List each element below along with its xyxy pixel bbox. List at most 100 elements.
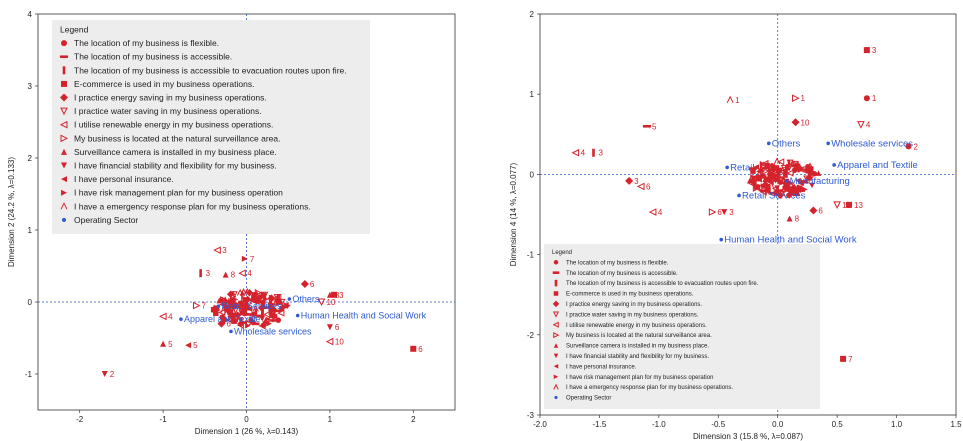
cluster-point — [252, 304, 259, 312]
cluster-point — [227, 310, 234, 316]
legend-symbol — [61, 148, 67, 155]
cluster-point — [224, 300, 233, 304]
cluster-point — [751, 179, 757, 185]
cluster-point — [231, 318, 237, 324]
category-point — [326, 324, 333, 331]
legend-symbol — [553, 332, 560, 339]
cluster-point — [780, 176, 786, 182]
legend-item-label: Operating Sector — [566, 396, 611, 402]
cluster-point — [785, 170, 788, 178]
legend-symbol — [552, 311, 560, 318]
x-tick-label: 0 — [244, 415, 249, 424]
cluster-point — [257, 304, 266, 312]
y-tick-label: 2 — [530, 10, 535, 19]
cluster-point — [218, 308, 226, 316]
cluster-point — [211, 304, 218, 312]
cluster-point — [213, 310, 219, 317]
y-tick-label: 1 — [28, 226, 33, 235]
cluster-point — [777, 171, 780, 180]
legend-item-label: The location of my business is flexible. — [74, 38, 219, 48]
cluster-point — [236, 321, 244, 329]
category-point — [238, 269, 246, 278]
sector-label: Human Health and Social Work — [724, 235, 857, 246]
legend-item-label: I practice energy saving in my business … — [566, 302, 702, 308]
sector-label: Apparel and Textile — [184, 314, 260, 324]
sector-point — [179, 317, 183, 321]
cluster-point — [750, 168, 756, 174]
cluster-point — [803, 175, 811, 183]
cluster-point — [783, 168, 786, 177]
legend-item-label: I practice energy saving in my business … — [74, 93, 267, 103]
legend-symbol — [61, 162, 67, 169]
legend-item-label: E-commerce is used in my business operat… — [566, 292, 694, 298]
category-point — [241, 255, 248, 262]
point-label: 3 — [598, 149, 603, 158]
legend-item-label: The location of my business is accessibl… — [566, 271, 678, 277]
cluster-point — [220, 296, 228, 304]
cluster-point — [802, 186, 808, 193]
cluster-point — [795, 177, 801, 184]
legend-item-label: Operating Sector — [74, 215, 138, 225]
cluster-point — [262, 317, 269, 323]
category-point — [192, 301, 201, 310]
category-point — [571, 148, 580, 157]
cluster-point — [266, 320, 272, 327]
cluster-point — [279, 305, 285, 311]
cluster-point — [770, 167, 778, 175]
legend-item-label: I have risk management plan for my busin… — [566, 375, 713, 381]
cluster-point — [231, 306, 240, 314]
category-point — [863, 47, 870, 54]
cluster-point — [278, 298, 286, 307]
cluster-point — [762, 182, 768, 188]
sector-point — [719, 237, 724, 242]
cluster-point — [773, 179, 782, 182]
category-point — [185, 342, 192, 349]
legend-item-label: I have a emergency response plan for my … — [566, 385, 733, 391]
cluster-point — [777, 179, 784, 185]
cluster-point — [230, 291, 238, 299]
category-point — [625, 176, 634, 185]
chart-right: -2.0 -1.5 -1.0 -0.5 0.0 0.5 1.0 1.5 -3 -2 -1 0 1 2 Dim… — [482, 0, 963, 441]
cluster-point — [232, 296, 239, 303]
category-point — [325, 337, 334, 346]
category-point — [786, 215, 793, 222]
cluster-point — [250, 319, 256, 326]
cluster-point — [274, 299, 280, 305]
point-cluster — [210, 287, 291, 330]
legend-item-label: The location of my business is flexible. — [566, 260, 669, 266]
legend-item-label: I utilise renewable energy in my busines… — [566, 323, 707, 329]
x-tick-label: 1.5 — [950, 420, 962, 429]
y-tick-label: -1 — [25, 370, 33, 379]
category-point — [840, 355, 847, 362]
cluster-point — [792, 163, 801, 167]
y-tick-label: -3 — [527, 411, 535, 420]
legend-symbol — [61, 217, 67, 223]
sector-point — [725, 165, 729, 170]
point-label: 3 — [339, 291, 344, 300]
cluster-point — [271, 313, 278, 319]
legend-item-label: I practice water saving in my business o… — [74, 106, 262, 116]
point-label: 6 — [818, 206, 823, 215]
cluster-point — [253, 299, 259, 305]
point-label: 8 — [335, 291, 340, 300]
legend-symbol — [552, 300, 560, 308]
legend-symbol — [59, 120, 68, 129]
legend-symbol — [60, 55, 68, 59]
cluster-point — [245, 320, 253, 328]
legend-symbol — [61, 189, 67, 196]
x-tick-label: -0.5 — [711, 420, 725, 429]
cluster-point — [276, 293, 280, 302]
legend-item-label: My business is located at the natural su… — [74, 133, 280, 143]
x-tick-label: 0.0 — [772, 420, 784, 429]
category-point — [317, 298, 326, 307]
category-point — [833, 201, 841, 209]
cluster-point — [792, 164, 800, 172]
cluster-point — [781, 167, 789, 175]
legend-symbol — [553, 364, 559, 369]
legend-symbol — [60, 202, 68, 210]
sector-label: Human Health and Social Work — [301, 311, 427, 321]
legend-item-label: I have personal insurance. — [566, 364, 637, 370]
cluster-point — [256, 293, 264, 302]
chart-left-svg: -2 -1 0 1 2 -1 0 1 2 3 4 Dimension 1 (26 %, λ=0.143… — [7, 10, 456, 436]
legend-item-label: I have financial stability and flexibili… — [74, 161, 277, 171]
